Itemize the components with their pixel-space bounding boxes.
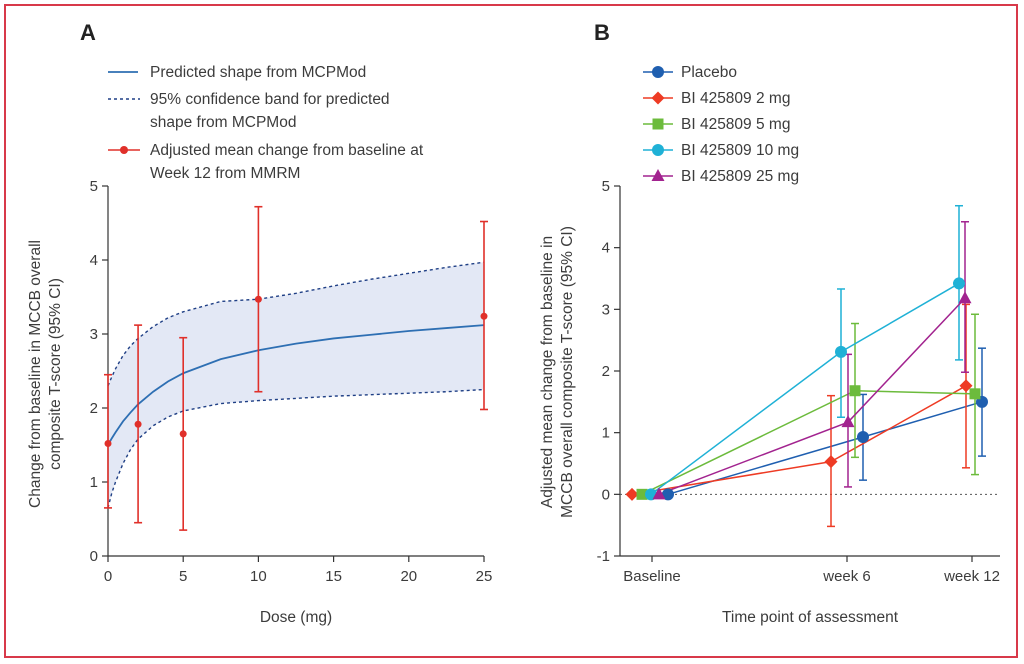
mmrm-point bbox=[134, 420, 142, 428]
series-marker bbox=[969, 388, 981, 400]
panel-b-y-tick-label: -1 bbox=[597, 548, 610, 565]
panel-a-x-tick-label: 15 bbox=[325, 568, 342, 585]
panel-a-x-tick-label: 10 bbox=[250, 568, 267, 585]
series-marker bbox=[958, 291, 972, 304]
series-marker bbox=[636, 488, 648, 500]
panel-b-x-tick-label: week 6 bbox=[822, 568, 871, 585]
panel-a-y-tick-label: 2 bbox=[90, 400, 98, 417]
legend-swatch-marker bbox=[652, 66, 664, 78]
panel-b-legend: Placebo BI 425809 2 mg BI 425809 5 mg BI 42… bbox=[643, 64, 799, 185]
panel-a-x-tick-label: 0 bbox=[104, 568, 112, 585]
panel-b-ylabel-line2: MCCB overall composite T-score (95% CI) bbox=[559, 226, 576, 518]
panel-b-ylabel: Adjusted mean change from baseline in MC… bbox=[539, 226, 576, 518]
legend-swatch-marker bbox=[652, 118, 664, 130]
panel-a-ylabel-line1: Change from baseline in MCCB overall bbox=[27, 240, 44, 508]
legend-band-label-line2: shape from MCPMod bbox=[150, 114, 296, 131]
legend-swatch-marker bbox=[651, 91, 665, 105]
panel-b-y-tick-label: 2 bbox=[602, 363, 610, 380]
panel-a-xlabel: Dose (mg) bbox=[260, 609, 332, 626]
series-line bbox=[631, 385, 967, 496]
mmrm-point bbox=[104, 440, 112, 448]
panel-a-x-tick-label: 5 bbox=[179, 568, 187, 585]
series-marker bbox=[824, 455, 838, 469]
legend-mmrm-label-line1: Adjusted mean change from baseline at bbox=[150, 142, 424, 159]
series-marker bbox=[953, 277, 965, 290]
panel-a-legend: Predicted shape from MCPMod 95% confiden… bbox=[108, 64, 424, 182]
legend-series-label: BI 425809 10 mg bbox=[681, 142, 799, 159]
panel-a-ylabel-line2: composite T-score (95% CI) bbox=[47, 278, 64, 470]
panel-a-ylabel: Change from baseline in MCCB overall com… bbox=[27, 240, 64, 508]
panel-b-y-tick-label: 4 bbox=[602, 240, 610, 257]
mmrm-point bbox=[254, 295, 262, 303]
series-line bbox=[641, 389, 976, 496]
legend-predicted-label: Predicted shape from MCPMod bbox=[150, 64, 366, 81]
confidence-band-area bbox=[108, 262, 484, 508]
series-marker bbox=[835, 345, 847, 358]
panel-a-plot: 0 1 2 3 4 5 0 5 10 15 20 25 bbox=[90, 178, 493, 585]
series-marker bbox=[849, 385, 861, 397]
panel-b-y-tick-label: 3 bbox=[602, 301, 610, 318]
legend-swatch-marker bbox=[652, 144, 664, 156]
panel-b-y-tick-label: 1 bbox=[602, 425, 610, 442]
series-marker bbox=[841, 415, 855, 428]
legend-series-label: BI 425809 5 mg bbox=[681, 116, 790, 133]
panel-b-y-tick-label: 5 bbox=[602, 178, 610, 195]
legend-mmrm-marker bbox=[120, 146, 128, 154]
panel-b-x-tick-label: Baseline bbox=[623, 568, 681, 585]
panel-a-x-tick-label: 20 bbox=[400, 568, 417, 585]
panel-b-letter: B bbox=[594, 20, 610, 45]
panel-b-plot: -1 0 1 2 3 4 5 Baseline week 6 week 12 bbox=[597, 178, 1000, 585]
legend-band-label-line1: 95% confidence band for predicted bbox=[150, 91, 390, 108]
panel-a-y-tick-label: 1 bbox=[90, 474, 98, 491]
series-marker bbox=[857, 430, 869, 443]
panel-b-x-tick-label: week 12 bbox=[943, 568, 1000, 585]
series-marker bbox=[625, 487, 639, 501]
panel-b-xlabel: Time point of assessment bbox=[722, 609, 899, 626]
panel-a-letter: A bbox=[80, 20, 96, 45]
panel-b-y-tick-label: 0 bbox=[602, 486, 610, 503]
legend-series-label: Placebo bbox=[681, 64, 737, 81]
legend-mmrm-label-line2: Week 12 from MMRM bbox=[150, 165, 300, 182]
legend-series-label: BI 425809 2 mg bbox=[681, 90, 790, 107]
panel-a-x-tick-label: 25 bbox=[476, 568, 493, 585]
panel-a-y-tick-label: 3 bbox=[90, 326, 98, 343]
legend-swatch-marker bbox=[651, 169, 665, 181]
mmrm-point bbox=[480, 312, 488, 320]
confidence-band-lower bbox=[107, 388, 485, 509]
panel-a-y-tick-label: 5 bbox=[90, 178, 98, 195]
panel-b-ylabel-line1: Adjusted mean change from baseline in bbox=[539, 236, 556, 508]
panel-a-y-tick-label: 0 bbox=[90, 548, 98, 565]
series-marker bbox=[652, 487, 666, 500]
mmrm-point bbox=[179, 430, 187, 438]
legend-series-label: BI 425809 25 mg bbox=[681, 168, 799, 185]
series-marker bbox=[959, 379, 973, 393]
series-line bbox=[650, 282, 960, 495]
confidence-band-upper bbox=[107, 261, 485, 387]
panel-a-y-tick-label: 4 bbox=[90, 252, 98, 269]
series-marker bbox=[662, 488, 674, 501]
